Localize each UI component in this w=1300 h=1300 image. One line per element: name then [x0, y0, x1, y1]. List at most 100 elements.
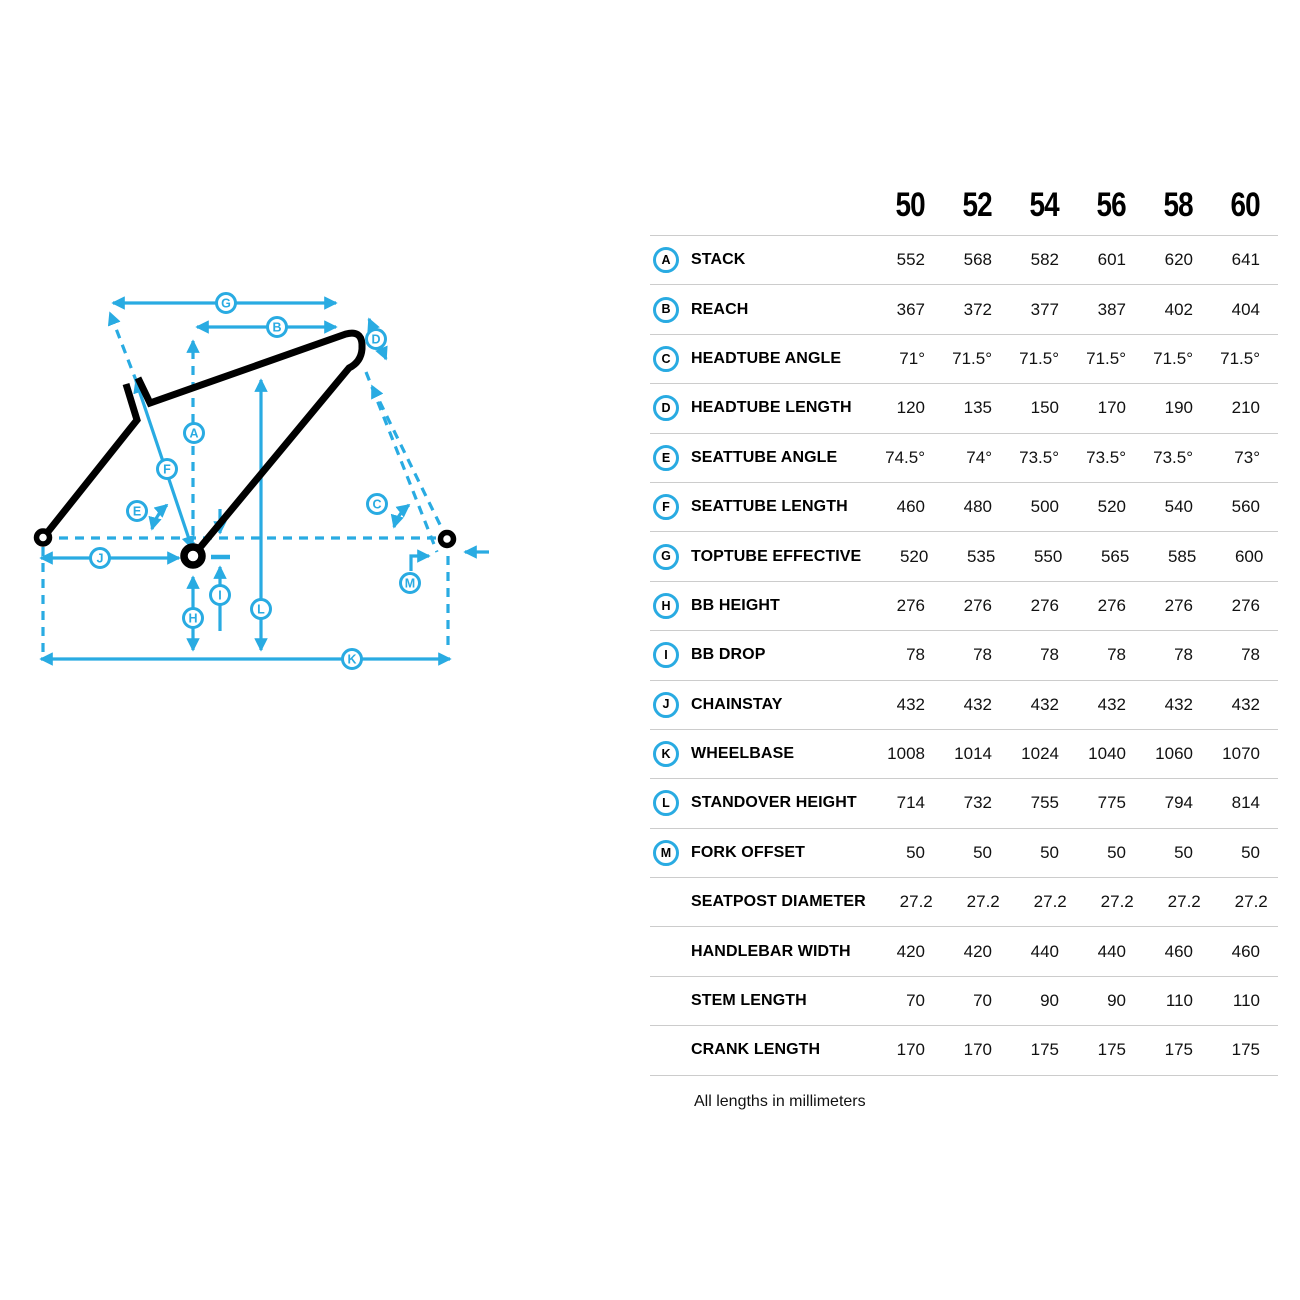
size-header: 52	[962, 185, 993, 224]
toptube-headtube-downtube	[134, 329, 366, 559]
table-row: STEM LENGTH 70 70 90 90 110 110	[650, 977, 1278, 1027]
size-value: 276	[1097, 595, 1126, 615]
size-value: 276	[1231, 595, 1260, 615]
row-label: SEATTUBE ANGLE	[691, 448, 838, 466]
row-label: STACK	[691, 251, 746, 269]
row-label-cell: D HEADTUBE LENGTH	[650, 395, 858, 422]
size-value: 420	[896, 941, 925, 961]
row-letter-badge: A	[653, 247, 679, 274]
seatstay	[40, 382, 141, 541]
size-value: 440	[1030, 941, 1059, 961]
row-label-cell: SEATPOST DIAMETER	[650, 889, 866, 915]
row-label-cell: HANDLEBAR WIDTH	[650, 939, 858, 965]
svg-text:A: A	[189, 426, 198, 440]
headtube-angle-arc-C	[390, 503, 411, 529]
size-value: 432	[896, 694, 925, 714]
svg-text:L: L	[257, 602, 265, 616]
size-value: 175	[1097, 1040, 1126, 1060]
size-value: 71°	[899, 348, 925, 368]
size-value: 775	[1097, 793, 1126, 813]
row-letter: A	[661, 252, 671, 267]
size-value: 460	[1164, 941, 1193, 961]
size-value: 540	[1164, 497, 1193, 517]
row-label: HEADTUBE LENGTH	[691, 399, 852, 417]
table-row: G TOPTUBE EFFECTIVE 520 535 550 565 585 600	[650, 532, 1278, 582]
row-letter-badge: L	[653, 790, 679, 817]
size-value: 794	[1164, 793, 1193, 813]
size-value: 175	[1231, 1040, 1260, 1060]
size-value: 732	[963, 793, 992, 813]
size-value: 560	[1231, 497, 1260, 517]
front-axle-hub	[437, 529, 457, 549]
size-value: 276	[1164, 595, 1193, 615]
callout-badge-j: J	[89, 547, 111, 569]
size-value: 500	[1030, 497, 1059, 517]
size-value: 1024	[1021, 744, 1059, 764]
size-value: 150	[1030, 398, 1059, 418]
size-value: 432	[1030, 694, 1059, 714]
table-body: A STACK 552 568 582 601 620 641 B REACH 367 37…	[650, 236, 1278, 1076]
size-value: 535	[966, 546, 996, 566]
table-row: F SEATTUBE LENGTH 460 480 500 520 540 560	[650, 483, 1278, 533]
size-value: 78	[906, 645, 925, 665]
size-value: 27.2	[966, 892, 1000, 912]
row-letter-badge: J	[653, 691, 679, 718]
table-row: L STANDOVER HEIGHT 714 732 755 775 794 814	[650, 779, 1278, 829]
size-value: 90	[1040, 991, 1059, 1011]
svg-text:I: I	[218, 588, 221, 602]
size-value: 90	[1107, 991, 1126, 1011]
size-value: 432	[1164, 694, 1193, 714]
row-label: FORK OFFSET	[691, 843, 805, 861]
row-label: CHAINSTAY	[691, 695, 783, 713]
size-value: 27.2	[1167, 892, 1201, 912]
size-value: 420	[963, 941, 992, 961]
size-value: 120	[896, 398, 925, 418]
row-letter-badge: F	[653, 494, 679, 521]
size-value: 78	[1040, 645, 1059, 665]
size-value: 1008	[887, 744, 925, 764]
svg-text:H: H	[188, 611, 197, 625]
size-value: 814	[1231, 793, 1260, 813]
size-value: 78	[1174, 645, 1193, 665]
svg-text:C: C	[372, 497, 381, 511]
row-label: BB DROP	[691, 646, 766, 664]
size-value: 135	[963, 398, 992, 418]
table-row: E SEATTUBE ANGLE 74.5° 74° 73.5° 73.5° 73.5°…	[650, 434, 1278, 483]
row-letter: D	[661, 401, 671, 416]
row-letter-badge: I	[653, 642, 679, 669]
size-value: 755	[1030, 793, 1059, 813]
size-header: 54	[1029, 185, 1060, 224]
callout-badge-f: F	[156, 458, 178, 480]
size-value: 620	[1164, 250, 1193, 270]
size-value: 50	[973, 842, 992, 862]
size-value: 440	[1097, 941, 1126, 961]
units-footnote: All lengths in millimeters	[694, 1092, 866, 1110]
size-value: 276	[1030, 595, 1059, 615]
size-value: 641	[1231, 250, 1260, 270]
row-letter-badge: C	[653, 345, 679, 372]
rear-axle-hub	[33, 528, 53, 547]
size-value: 71.5°	[1086, 348, 1126, 368]
row-letter-badge: K	[653, 741, 679, 768]
row-label-cell: B REACH	[650, 296, 858, 323]
size-value: 170	[1097, 398, 1126, 418]
size-value: 71.5°	[1019, 348, 1059, 368]
bike-frame	[33, 329, 457, 569]
size-value: 27.2	[899, 892, 933, 912]
row-letter: M	[660, 845, 672, 860]
size-value: 27.2	[1100, 892, 1134, 912]
callout-badge-k: K	[341, 648, 363, 670]
measurement-arrows	[39, 296, 489, 666]
size-value: 27.2	[1033, 892, 1067, 912]
size-value: 520	[1097, 497, 1126, 517]
table-row: CRANK LENGTH 170 170 175 175 175 175	[650, 1026, 1278, 1076]
callout-badge-g: G	[215, 292, 237, 314]
size-value: 170	[896, 1040, 925, 1060]
size-value: 367	[896, 299, 925, 319]
callout-badges: A B C D E F G	[89, 292, 421, 670]
row-label-cell: CRANK LENGTH	[650, 1037, 858, 1063]
size-value: 600	[1234, 546, 1264, 566]
size-value: 387	[1097, 299, 1126, 319]
size-value: 377	[1030, 299, 1059, 319]
size-value: 78	[973, 645, 992, 665]
